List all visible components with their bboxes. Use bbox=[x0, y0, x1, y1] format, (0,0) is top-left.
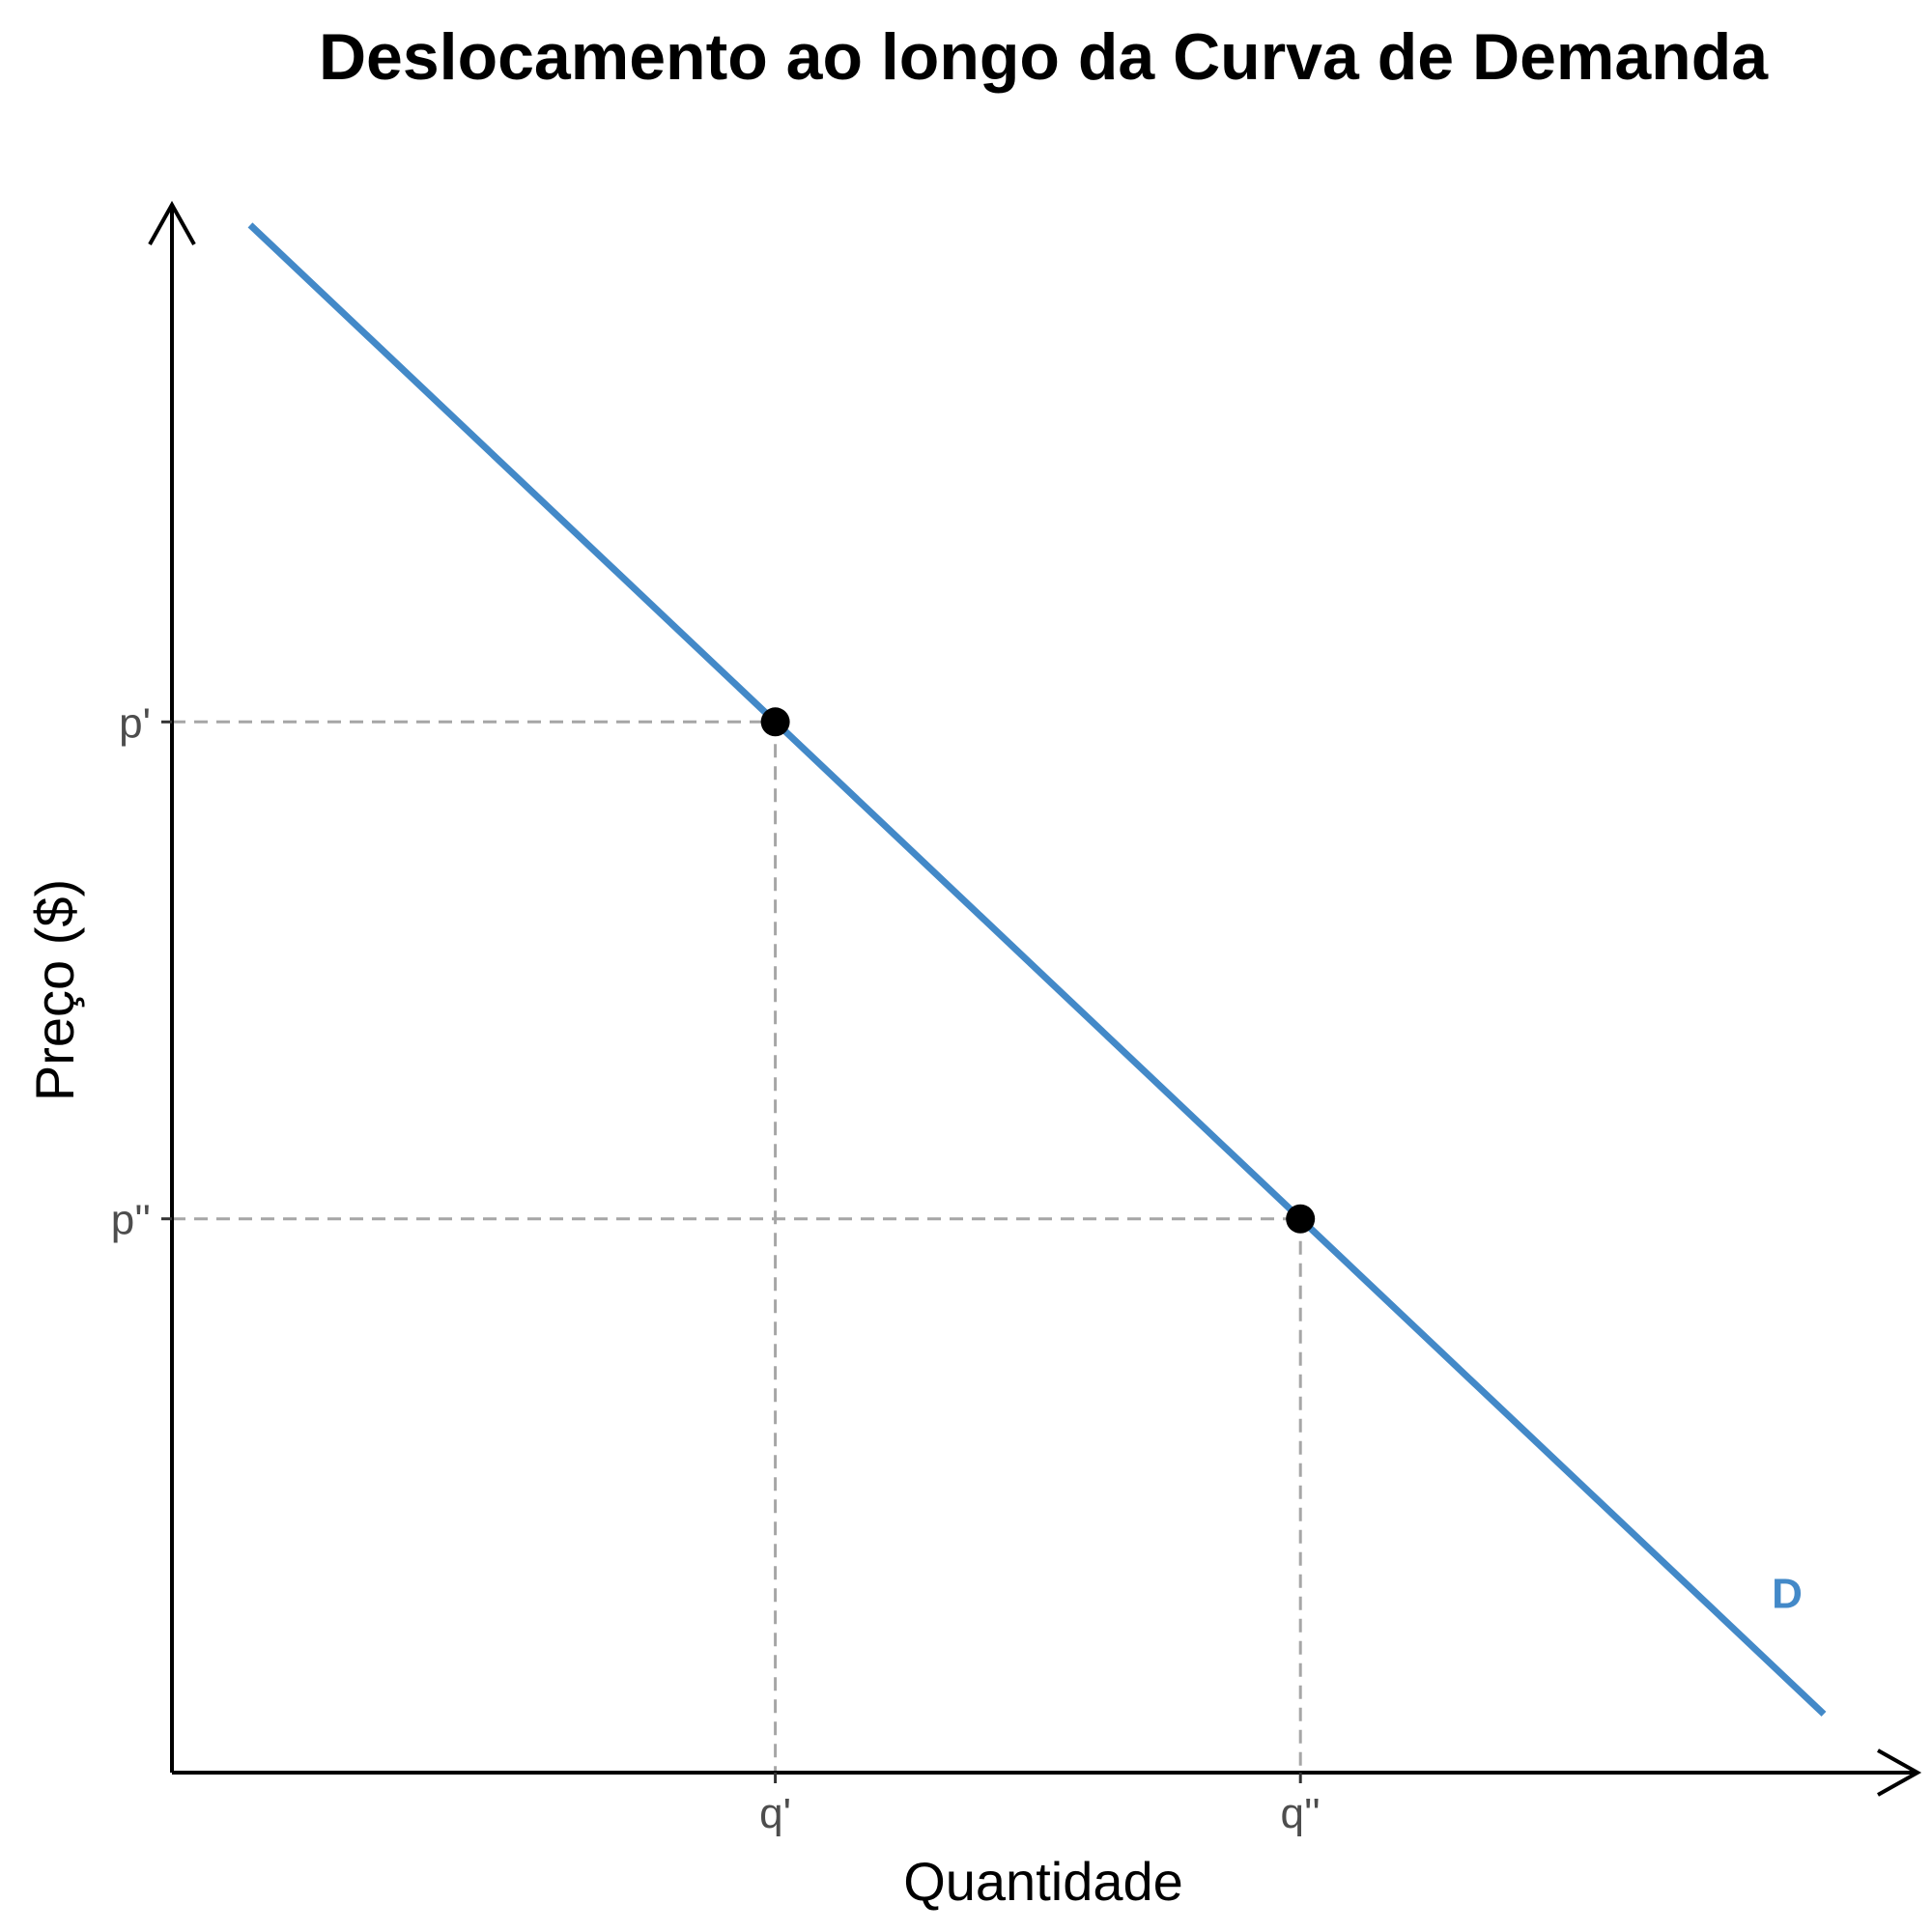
y-tick-label-2: p'' bbox=[111, 1197, 151, 1244]
chart-title: Deslocamento ao longo da Curva de Demand… bbox=[319, 20, 1769, 94]
y-axis-label: Preço ($) bbox=[24, 879, 85, 1101]
y-tick-label-1: p' bbox=[119, 699, 151, 747]
axis-ticks: q' q'' p' p'' bbox=[111, 699, 1321, 1837]
demand-point-1 bbox=[760, 707, 790, 737]
demand-curve-line bbox=[247, 222, 1827, 1717]
demand-curves: D bbox=[247, 222, 1827, 1717]
x-axis-label: Quantidade bbox=[903, 1851, 1183, 1912]
highlighted-points bbox=[760, 707, 1316, 1234]
y-axis-arrow-icon bbox=[148, 200, 196, 245]
x-tick-label-1: q' bbox=[759, 1790, 791, 1837]
reference-lines bbox=[172, 720, 1302, 1773]
axes bbox=[148, 200, 1922, 1797]
demand-curve-label: D bbox=[1772, 1570, 1803, 1617]
demand-point-2 bbox=[1286, 1204, 1316, 1234]
x-axis-arrow-icon bbox=[1877, 1748, 1922, 1797]
x-tick-label-2: q'' bbox=[1281, 1790, 1321, 1837]
